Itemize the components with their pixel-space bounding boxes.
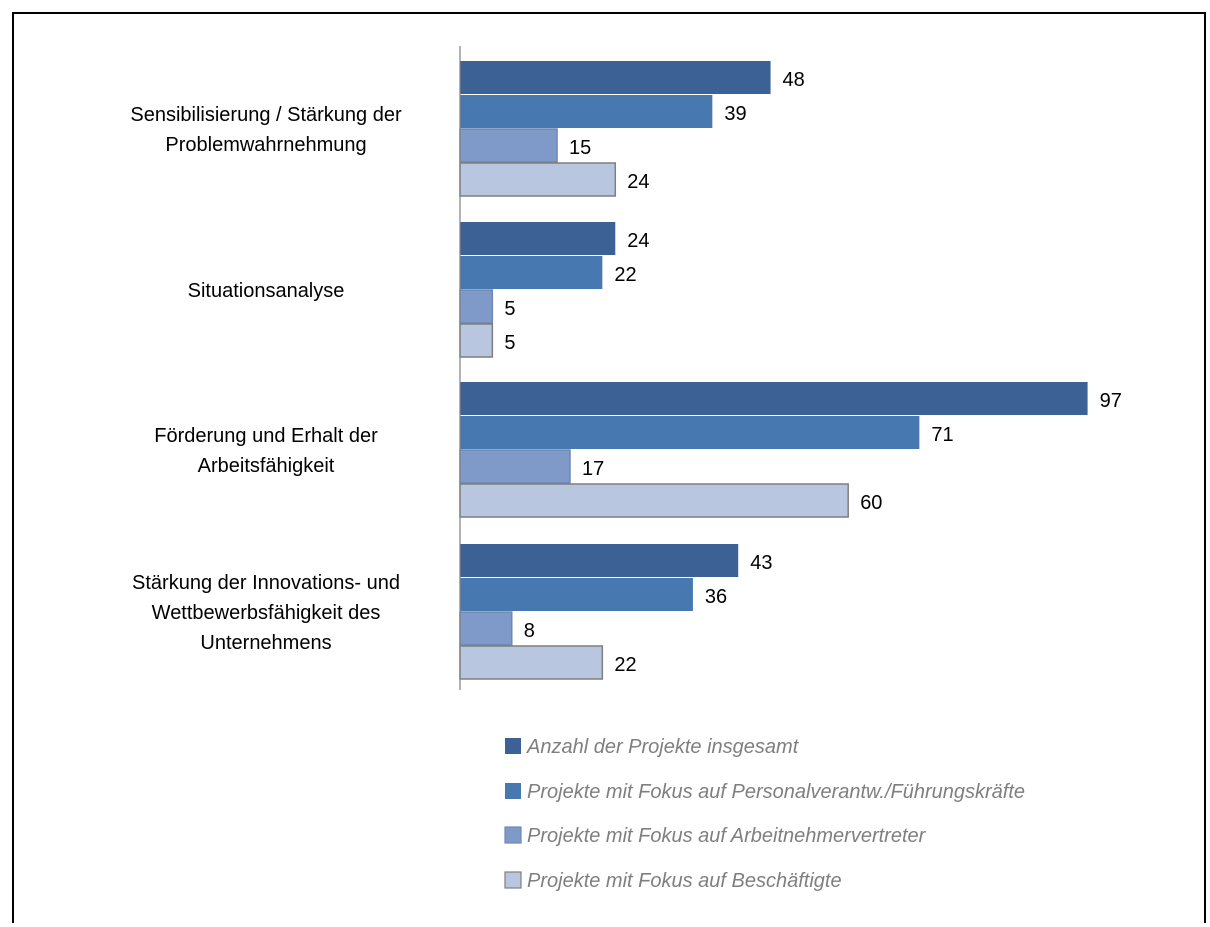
category-labels-layer: Sensibilisierung / Stärkung der Problemwa… xyxy=(130,104,402,654)
legend-label-0: Anzahl der Projekte insgesamt xyxy=(526,736,800,758)
value-label-0-3: 24 xyxy=(627,171,649,193)
bar-3-1 xyxy=(460,578,693,611)
bar-1-2 xyxy=(459,289,494,324)
legend-label-3: Projekte mit Fokus auf Beschäftigte xyxy=(527,870,842,892)
value-label-2-0: 97 xyxy=(1100,390,1122,412)
value-label-1-2: 5 xyxy=(504,298,515,320)
bar-2-2 xyxy=(459,449,571,484)
legend: Anzahl der Projekte insgesamt Projekte mi… xyxy=(504,736,1025,892)
value-label-3-2: 8 xyxy=(524,620,535,642)
category-label-2-line-1: Arbeitsfähigkeit xyxy=(198,455,335,477)
value-label-0-0: 48 xyxy=(783,69,805,91)
value-label-1-3: 5 xyxy=(504,332,515,354)
bar-0-0 xyxy=(460,61,771,94)
value-label-3-1: 36 xyxy=(705,586,727,608)
bar-3-3 xyxy=(459,645,604,680)
value-label-0-1: 39 xyxy=(724,103,746,125)
bar-2-1 xyxy=(460,416,920,449)
legend-label-2: Projekte mit Fokus auf Arbeitnehmervertr… xyxy=(527,825,927,847)
bar-3-0 xyxy=(460,544,739,577)
bar-3-2 xyxy=(459,611,513,646)
value-label-2-3: 60 xyxy=(860,492,882,514)
legend-swatch-1 xyxy=(505,783,521,799)
bar-0-3 xyxy=(459,162,617,197)
category-label-0-line-0: Sensibilisierung / Stärkung der xyxy=(130,104,402,126)
legend-swatch-3 xyxy=(504,871,522,889)
legend-label-1: Projekte mit Fokus auf Personalverantw./… xyxy=(527,781,1025,803)
category-label-3-line-1: Wettbewerbsfähigkeit des xyxy=(152,602,381,624)
legend-swatch-0 xyxy=(505,738,521,754)
category-label-0-line-1: Problemwahrnehmung xyxy=(165,134,366,156)
bar-1-1 xyxy=(460,256,603,289)
value-label-3-3: 22 xyxy=(614,654,636,676)
bar-1-0 xyxy=(460,222,616,255)
bar-0-2 xyxy=(459,128,558,163)
bar-0-1 xyxy=(460,95,713,128)
category-label-2-line-0: Förderung und Erhalt der xyxy=(154,425,378,447)
value-label-3-0: 43 xyxy=(750,552,772,574)
value-label-1-0: 24 xyxy=(627,230,649,252)
category-label-3-line-0: Stärkung der Innovations- und xyxy=(132,572,400,594)
value-label-1-1: 22 xyxy=(614,264,636,286)
value-label-2-2: 17 xyxy=(582,458,604,480)
value-label-2-1: 71 xyxy=(931,424,953,446)
value-label-0-2: 15 xyxy=(569,137,591,159)
bar-2-3 xyxy=(459,483,849,518)
bar-2-0 xyxy=(460,382,1088,415)
value-labels-layer: 48 39 15 24 24 22 5 5 97 71 17 60 43 36 8 22 xyxy=(504,69,1121,676)
category-label-1-line-0: Situationsanalyse xyxy=(188,280,345,302)
bar-1-3 xyxy=(459,323,494,358)
bars-layer xyxy=(459,61,1088,680)
legend-swatch-2 xyxy=(504,826,522,844)
category-label-3-line-2: Unternehmens xyxy=(200,632,331,654)
